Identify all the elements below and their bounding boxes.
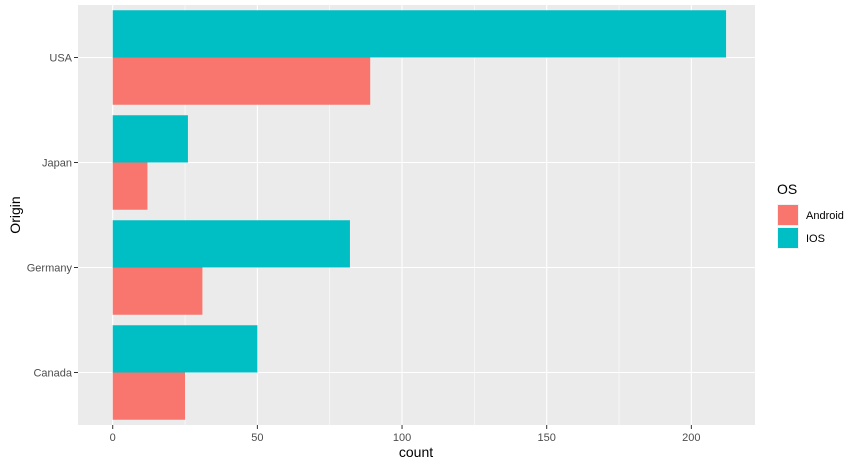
y-axis-title: Origin <box>7 196 23 233</box>
legend-key-ios <box>778 228 798 248</box>
y-tick-label: Japan <box>42 158 72 170</box>
bar-ios-germany <box>112 220 350 268</box>
bar-ios-japan <box>112 115 188 163</box>
y-axis: USA Japan Germany Canada <box>27 53 78 380</box>
bar-android-usa <box>112 57 371 105</box>
legend-label-android: Android <box>806 210 844 222</box>
x-axis: 0 50 100 150 200 <box>110 425 701 444</box>
legend: OS Android IOS <box>777 181 844 249</box>
x-tick-label: 100 <box>393 432 411 444</box>
x-tick-label: 200 <box>682 432 700 444</box>
y-tick-label: Canada <box>33 368 72 380</box>
legend-title: OS <box>777 181 797 197</box>
legend-key-android <box>778 205 798 225</box>
x-tick-label: 0 <box>110 432 116 444</box>
bar-android-germany <box>112 267 203 315</box>
bar-ios-canada <box>112 325 258 373</box>
x-axis-title: count <box>399 444 433 460</box>
bar-android-japan <box>112 162 148 210</box>
x-tick-label: 150 <box>538 432 556 444</box>
legend-label-ios: IOS <box>806 233 825 245</box>
y-tick-label: Germany <box>27 263 73 275</box>
x-tick-label: 50 <box>251 432 263 444</box>
y-tick-label: USA <box>49 53 72 65</box>
bars-group <box>112 10 727 420</box>
bar-ios-usa <box>112 10 727 58</box>
bar-android-canada <box>112 372 186 420</box>
